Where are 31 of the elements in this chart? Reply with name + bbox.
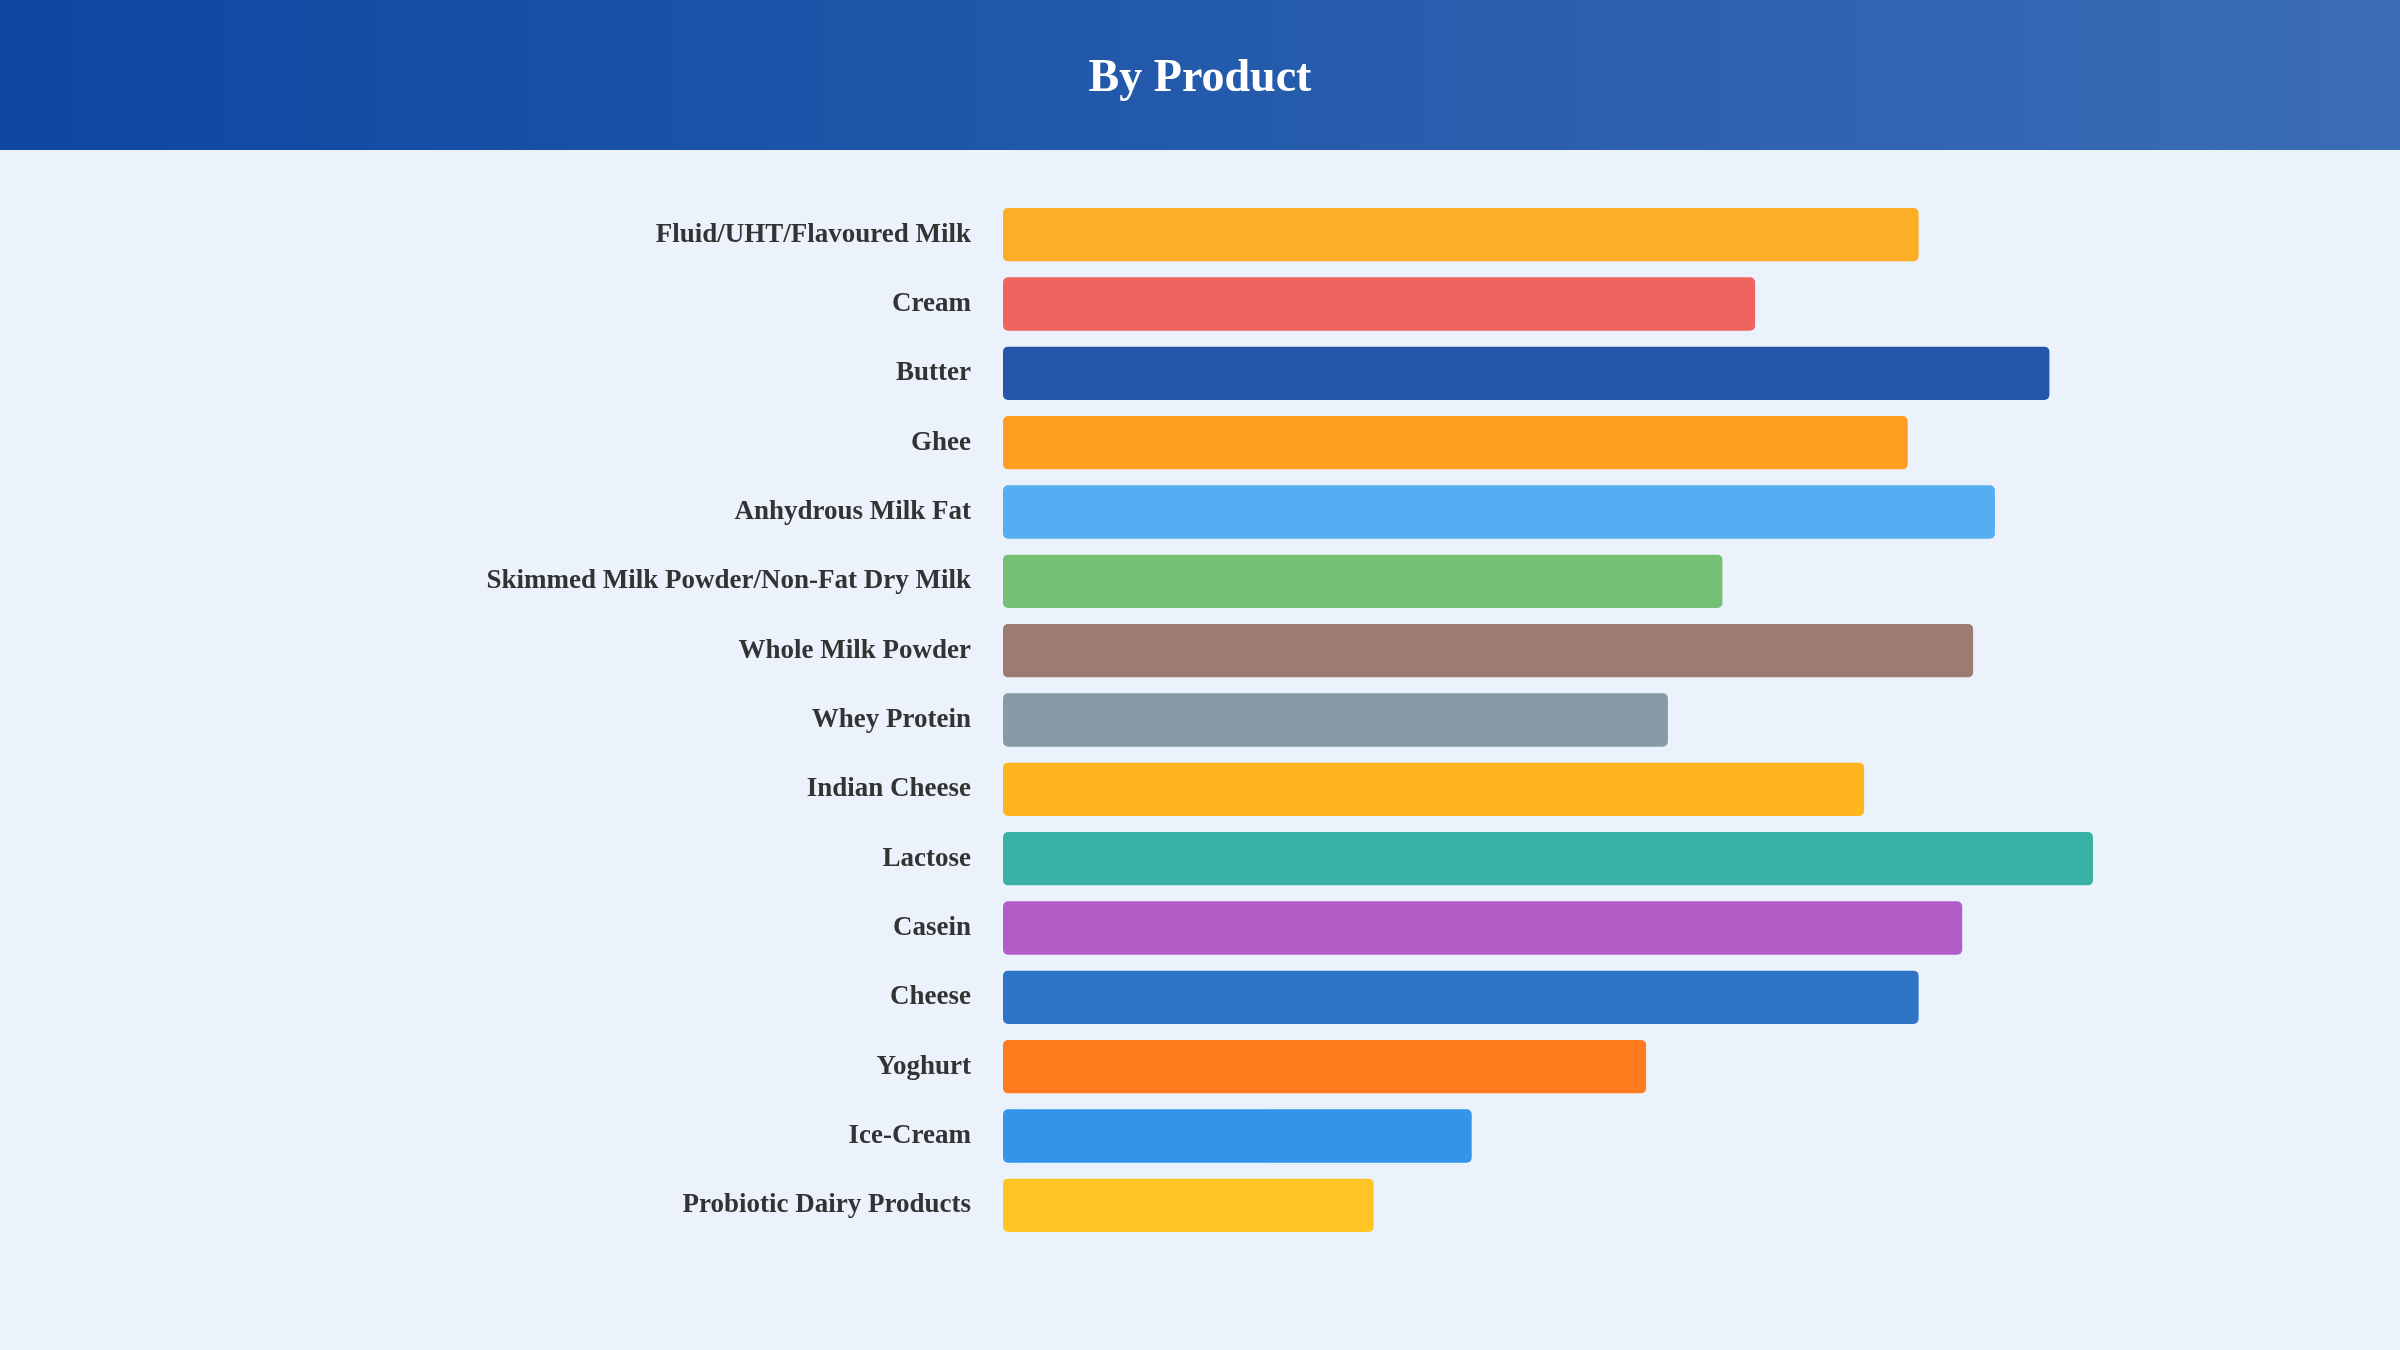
bar [1003, 970, 1919, 1025]
bar [1003, 485, 1995, 539]
y-tick-label: Whey Protein [811, 702, 971, 733]
y-tick-label: Yoghurt [876, 1049, 972, 1080]
bar [1003, 277, 1756, 331]
y-tick-label: Fluid/UHT/Flavoured Milk [655, 217, 971, 248]
y-tick-label: Casein [892, 910, 971, 941]
bar [1003, 1178, 1374, 1233]
y-tick-label: Indian Cheese [806, 772, 972, 803]
y-tick-label: Cream [892, 286, 972, 317]
y-tick-label: Cheese [890, 980, 972, 1011]
bar [1003, 1039, 1647, 1094]
bar [1003, 207, 1919, 262]
bar [1003, 623, 1974, 678]
bar [1003, 762, 1865, 817]
y-tick-label: Whole Milk Powder [738, 633, 972, 664]
y-tick-label: Anhydrous Milk Fat [734, 494, 971, 525]
y-tick-label: Lactose [882, 841, 972, 872]
y-tick-label: Butter [896, 356, 972, 387]
bar [1003, 693, 1668, 747]
bar [1003, 901, 1963, 955]
y-tick-label: Probiotic Dairy Products [682, 1188, 971, 1219]
bar [1003, 554, 1723, 609]
chart-title: By Product [1088, 48, 1312, 102]
bar [1003, 415, 1908, 470]
y-tick-label: Ice-Cream [848, 1118, 972, 1149]
bar [1003, 1109, 1472, 1163]
y-tick-label: Ghee [911, 425, 971, 456]
bar [1003, 831, 2093, 886]
y-tick-label: Skimmed Milk Powder/Non-Fat Dry Milk [486, 564, 971, 595]
bar [1003, 346, 2050, 401]
